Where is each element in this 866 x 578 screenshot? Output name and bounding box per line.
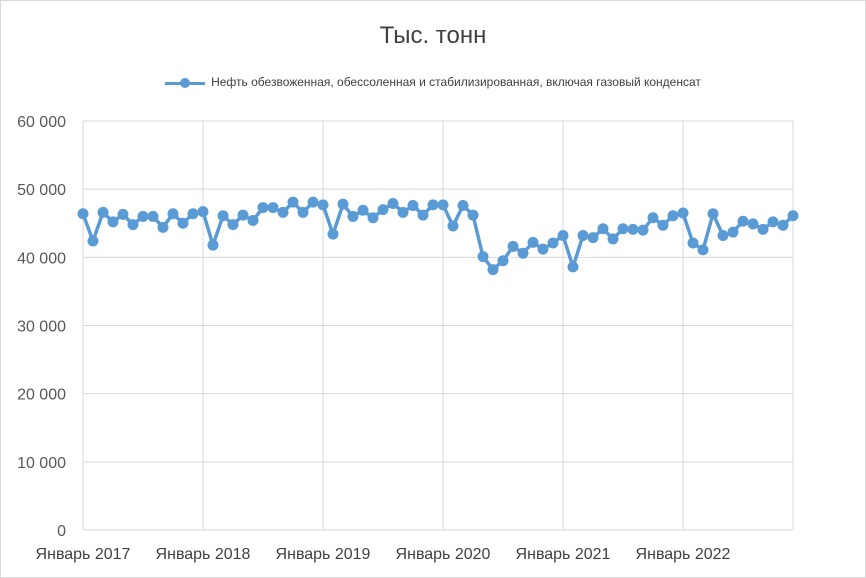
data-point [377,204,389,216]
y-tick-label: 20 000 [17,387,66,404]
data-point [547,237,559,249]
x-axis-labels: Январь 2017 Январь 2018 Январь 2019 Январь … [36,546,731,563]
data-point [327,228,339,240]
x-tick-label: Январь 2019 [276,546,371,563]
data-point [757,223,769,235]
data-point [137,210,149,222]
data-point [457,200,469,212]
y-tick-label: 10 000 [17,455,66,472]
x-tick-label: Январь 2020 [396,546,491,563]
data-point [97,206,109,218]
x-tick-label: Январь 2017 [36,546,131,563]
data-point [357,204,369,216]
data-point [467,209,479,221]
x-tick-label: Январь 2021 [516,546,611,563]
data-point [647,212,659,224]
data-point [447,220,459,232]
data-point [157,221,169,233]
data-point [417,209,429,221]
data-point [397,206,409,218]
data-point [187,208,199,220]
data-point [217,210,229,222]
data-point [507,240,519,252]
x-tick-label: Январь 2022 [636,546,731,563]
y-tick-label: 40 000 [17,250,66,267]
y-tick-label: 60 000 [17,114,66,131]
x-tick-label: Январь 2018 [156,546,251,563]
data-point [657,219,669,231]
data-point [87,235,99,247]
legend-label: Нефть обезвоженная, обессоленная и стаби… [211,75,701,89]
data-point [347,210,359,222]
data-point [787,210,799,222]
gridlines [82,120,794,531]
data-point [697,244,709,256]
data-point [497,255,509,267]
chart-title: Тыс. тонн [379,22,487,49]
data-point [297,206,309,218]
data-point [337,198,349,210]
data-point [717,230,729,242]
data-point [437,199,449,211]
data-point [367,212,379,224]
data-point [247,215,259,227]
data-point [587,232,599,244]
data-point [537,243,549,255]
data-point [237,209,249,221]
data-point [257,202,269,214]
data-point [427,199,439,211]
data-point [737,215,749,227]
data-point [767,216,779,228]
legend-marker [165,77,206,88]
data-point [687,237,699,249]
data-point [147,210,159,222]
data-point [607,233,619,245]
data-point [557,230,569,242]
data-point [177,217,189,229]
data-point [597,223,609,235]
data-point [277,206,289,218]
data-point [387,197,399,209]
data-point [207,239,219,251]
data-point [677,207,689,219]
data-point [727,226,739,238]
y-axis-labels: 0 10 000 20 000 30 000 40 000 50 000 60 000 [17,114,66,540]
data-point [517,247,529,259]
data-point [167,208,179,220]
y-tick-label: 50 000 [17,182,66,199]
data-point [627,223,639,235]
data-point [117,208,129,220]
y-tick-label: 30 000 [17,319,66,336]
data-point [747,218,759,230]
data-point [227,219,239,231]
data-point [317,199,329,211]
data-point [487,264,499,276]
data-point [197,206,209,218]
data-point [407,200,419,212]
data-point [127,219,139,231]
data-point [567,261,579,273]
legend: Нефть обезвоженная, обессоленная и стаби… [0,75,866,89]
data-point [577,230,589,242]
data-point [267,202,279,214]
y-tick-label: 0 [57,523,66,540]
data-point [527,236,539,248]
data-point [777,219,789,231]
data-point [617,223,629,235]
data-point [637,224,649,236]
series-group [77,196,799,276]
data-point [287,196,299,208]
data-point [107,216,119,228]
data-point [477,251,489,263]
data-point [707,208,719,220]
data-point [77,208,89,220]
data-point [667,210,679,222]
data-point [307,196,319,208]
